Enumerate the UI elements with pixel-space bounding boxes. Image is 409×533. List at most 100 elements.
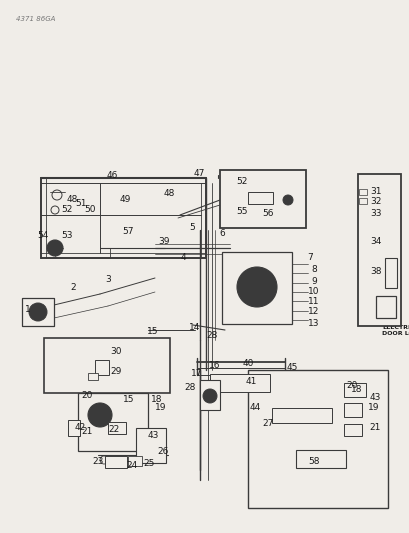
Bar bbox=[108, 422, 126, 434]
Text: 7: 7 bbox=[306, 254, 312, 262]
Bar bbox=[200, 380, 220, 410]
Bar bbox=[95, 360, 109, 375]
Text: 21: 21 bbox=[369, 424, 380, 432]
Text: 29: 29 bbox=[110, 367, 121, 376]
Text: 6: 6 bbox=[218, 230, 224, 238]
Text: 16: 16 bbox=[209, 361, 220, 370]
Text: 19: 19 bbox=[367, 403, 379, 413]
Text: 21: 21 bbox=[81, 427, 92, 437]
Text: 8: 8 bbox=[310, 265, 316, 274]
Circle shape bbox=[29, 303, 47, 321]
Text: 52: 52 bbox=[236, 177, 247, 187]
Text: 56: 56 bbox=[262, 209, 273, 219]
Text: 1: 1 bbox=[25, 305, 31, 314]
Bar bbox=[343, 383, 365, 397]
Bar bbox=[343, 403, 361, 417]
Circle shape bbox=[47, 240, 63, 256]
Bar bbox=[22, 298, 54, 326]
Bar bbox=[295, 450, 345, 468]
Bar bbox=[209, 374, 270, 392]
Text: 58: 58 bbox=[308, 456, 319, 465]
Bar bbox=[247, 370, 387, 508]
Text: 40: 40 bbox=[242, 359, 253, 367]
Text: 33: 33 bbox=[369, 208, 381, 217]
Text: 2: 2 bbox=[70, 284, 76, 293]
Bar bbox=[221, 252, 291, 324]
Text: 44: 44 bbox=[249, 402, 260, 411]
Text: 18: 18 bbox=[351, 385, 362, 394]
Bar bbox=[384, 258, 396, 288]
Bar bbox=[88, 373, 98, 380]
Text: 9: 9 bbox=[310, 278, 316, 287]
Circle shape bbox=[202, 389, 216, 403]
Bar bbox=[68, 420, 80, 436]
Text: 3: 3 bbox=[105, 276, 110, 285]
Bar bbox=[343, 424, 361, 436]
Text: 12: 12 bbox=[308, 308, 319, 317]
Text: 10: 10 bbox=[308, 287, 319, 296]
Bar bbox=[136, 428, 166, 463]
Text: 55: 55 bbox=[236, 206, 247, 215]
Bar bbox=[128, 456, 142, 466]
Text: 30: 30 bbox=[110, 346, 121, 356]
Text: 13: 13 bbox=[308, 319, 319, 327]
Text: 42: 42 bbox=[74, 423, 85, 432]
Bar bbox=[105, 456, 127, 468]
Text: 51: 51 bbox=[75, 198, 87, 207]
Text: 17: 17 bbox=[191, 368, 202, 377]
Text: 26: 26 bbox=[157, 447, 168, 456]
Bar bbox=[357, 174, 400, 326]
Text: 52: 52 bbox=[61, 206, 72, 214]
Bar bbox=[247, 192, 272, 204]
Text: 19: 19 bbox=[155, 403, 166, 413]
Text: 41: 41 bbox=[245, 376, 256, 385]
Text: 23: 23 bbox=[92, 457, 103, 466]
Text: 48: 48 bbox=[163, 190, 174, 198]
Bar bbox=[358, 189, 366, 195]
Bar bbox=[41, 178, 205, 258]
Circle shape bbox=[282, 195, 292, 205]
Text: 32: 32 bbox=[369, 197, 381, 206]
Text: 54: 54 bbox=[37, 231, 49, 240]
Bar bbox=[375, 296, 395, 318]
Text: 5: 5 bbox=[189, 223, 194, 232]
Circle shape bbox=[236, 267, 276, 307]
Text: 43: 43 bbox=[369, 393, 380, 402]
Bar bbox=[264, 390, 364, 490]
Text: 15: 15 bbox=[123, 395, 135, 405]
Text: 18: 18 bbox=[151, 394, 162, 403]
Bar bbox=[220, 170, 305, 228]
Bar bbox=[271, 408, 331, 423]
Text: 27: 27 bbox=[262, 418, 273, 427]
Text: 53: 53 bbox=[61, 230, 72, 239]
Bar bbox=[44, 338, 170, 393]
Text: ELECTRIC
DOOR LOCK: ELECTRIC DOOR LOCK bbox=[381, 325, 409, 336]
Text: 11: 11 bbox=[308, 297, 319, 306]
Text: 22: 22 bbox=[108, 424, 119, 433]
Text: 31: 31 bbox=[369, 187, 381, 196]
Text: 14: 14 bbox=[189, 324, 200, 333]
Text: 39: 39 bbox=[158, 237, 169, 246]
Text: 48: 48 bbox=[66, 195, 77, 204]
Circle shape bbox=[88, 403, 112, 427]
Text: 20: 20 bbox=[346, 381, 357, 390]
Text: 34: 34 bbox=[369, 237, 381, 246]
Text: 57: 57 bbox=[122, 227, 133, 236]
Text: 50: 50 bbox=[84, 205, 96, 214]
Text: 43: 43 bbox=[147, 431, 158, 440]
Text: 20: 20 bbox=[81, 392, 92, 400]
Text: 28: 28 bbox=[206, 330, 217, 340]
Text: 4: 4 bbox=[180, 253, 185, 262]
Text: 49: 49 bbox=[119, 195, 130, 204]
Text: 25: 25 bbox=[143, 458, 154, 467]
Text: 46: 46 bbox=[106, 172, 117, 181]
Text: 24: 24 bbox=[126, 462, 137, 471]
Text: 4371 86GA: 4371 86GA bbox=[16, 16, 55, 22]
Text: 45: 45 bbox=[285, 362, 297, 372]
Bar bbox=[358, 198, 366, 204]
Text: 38: 38 bbox=[369, 266, 381, 276]
Text: 28: 28 bbox=[184, 384, 195, 392]
Bar bbox=[78, 393, 148, 451]
Text: 15: 15 bbox=[147, 327, 158, 336]
Text: 47: 47 bbox=[193, 168, 204, 177]
